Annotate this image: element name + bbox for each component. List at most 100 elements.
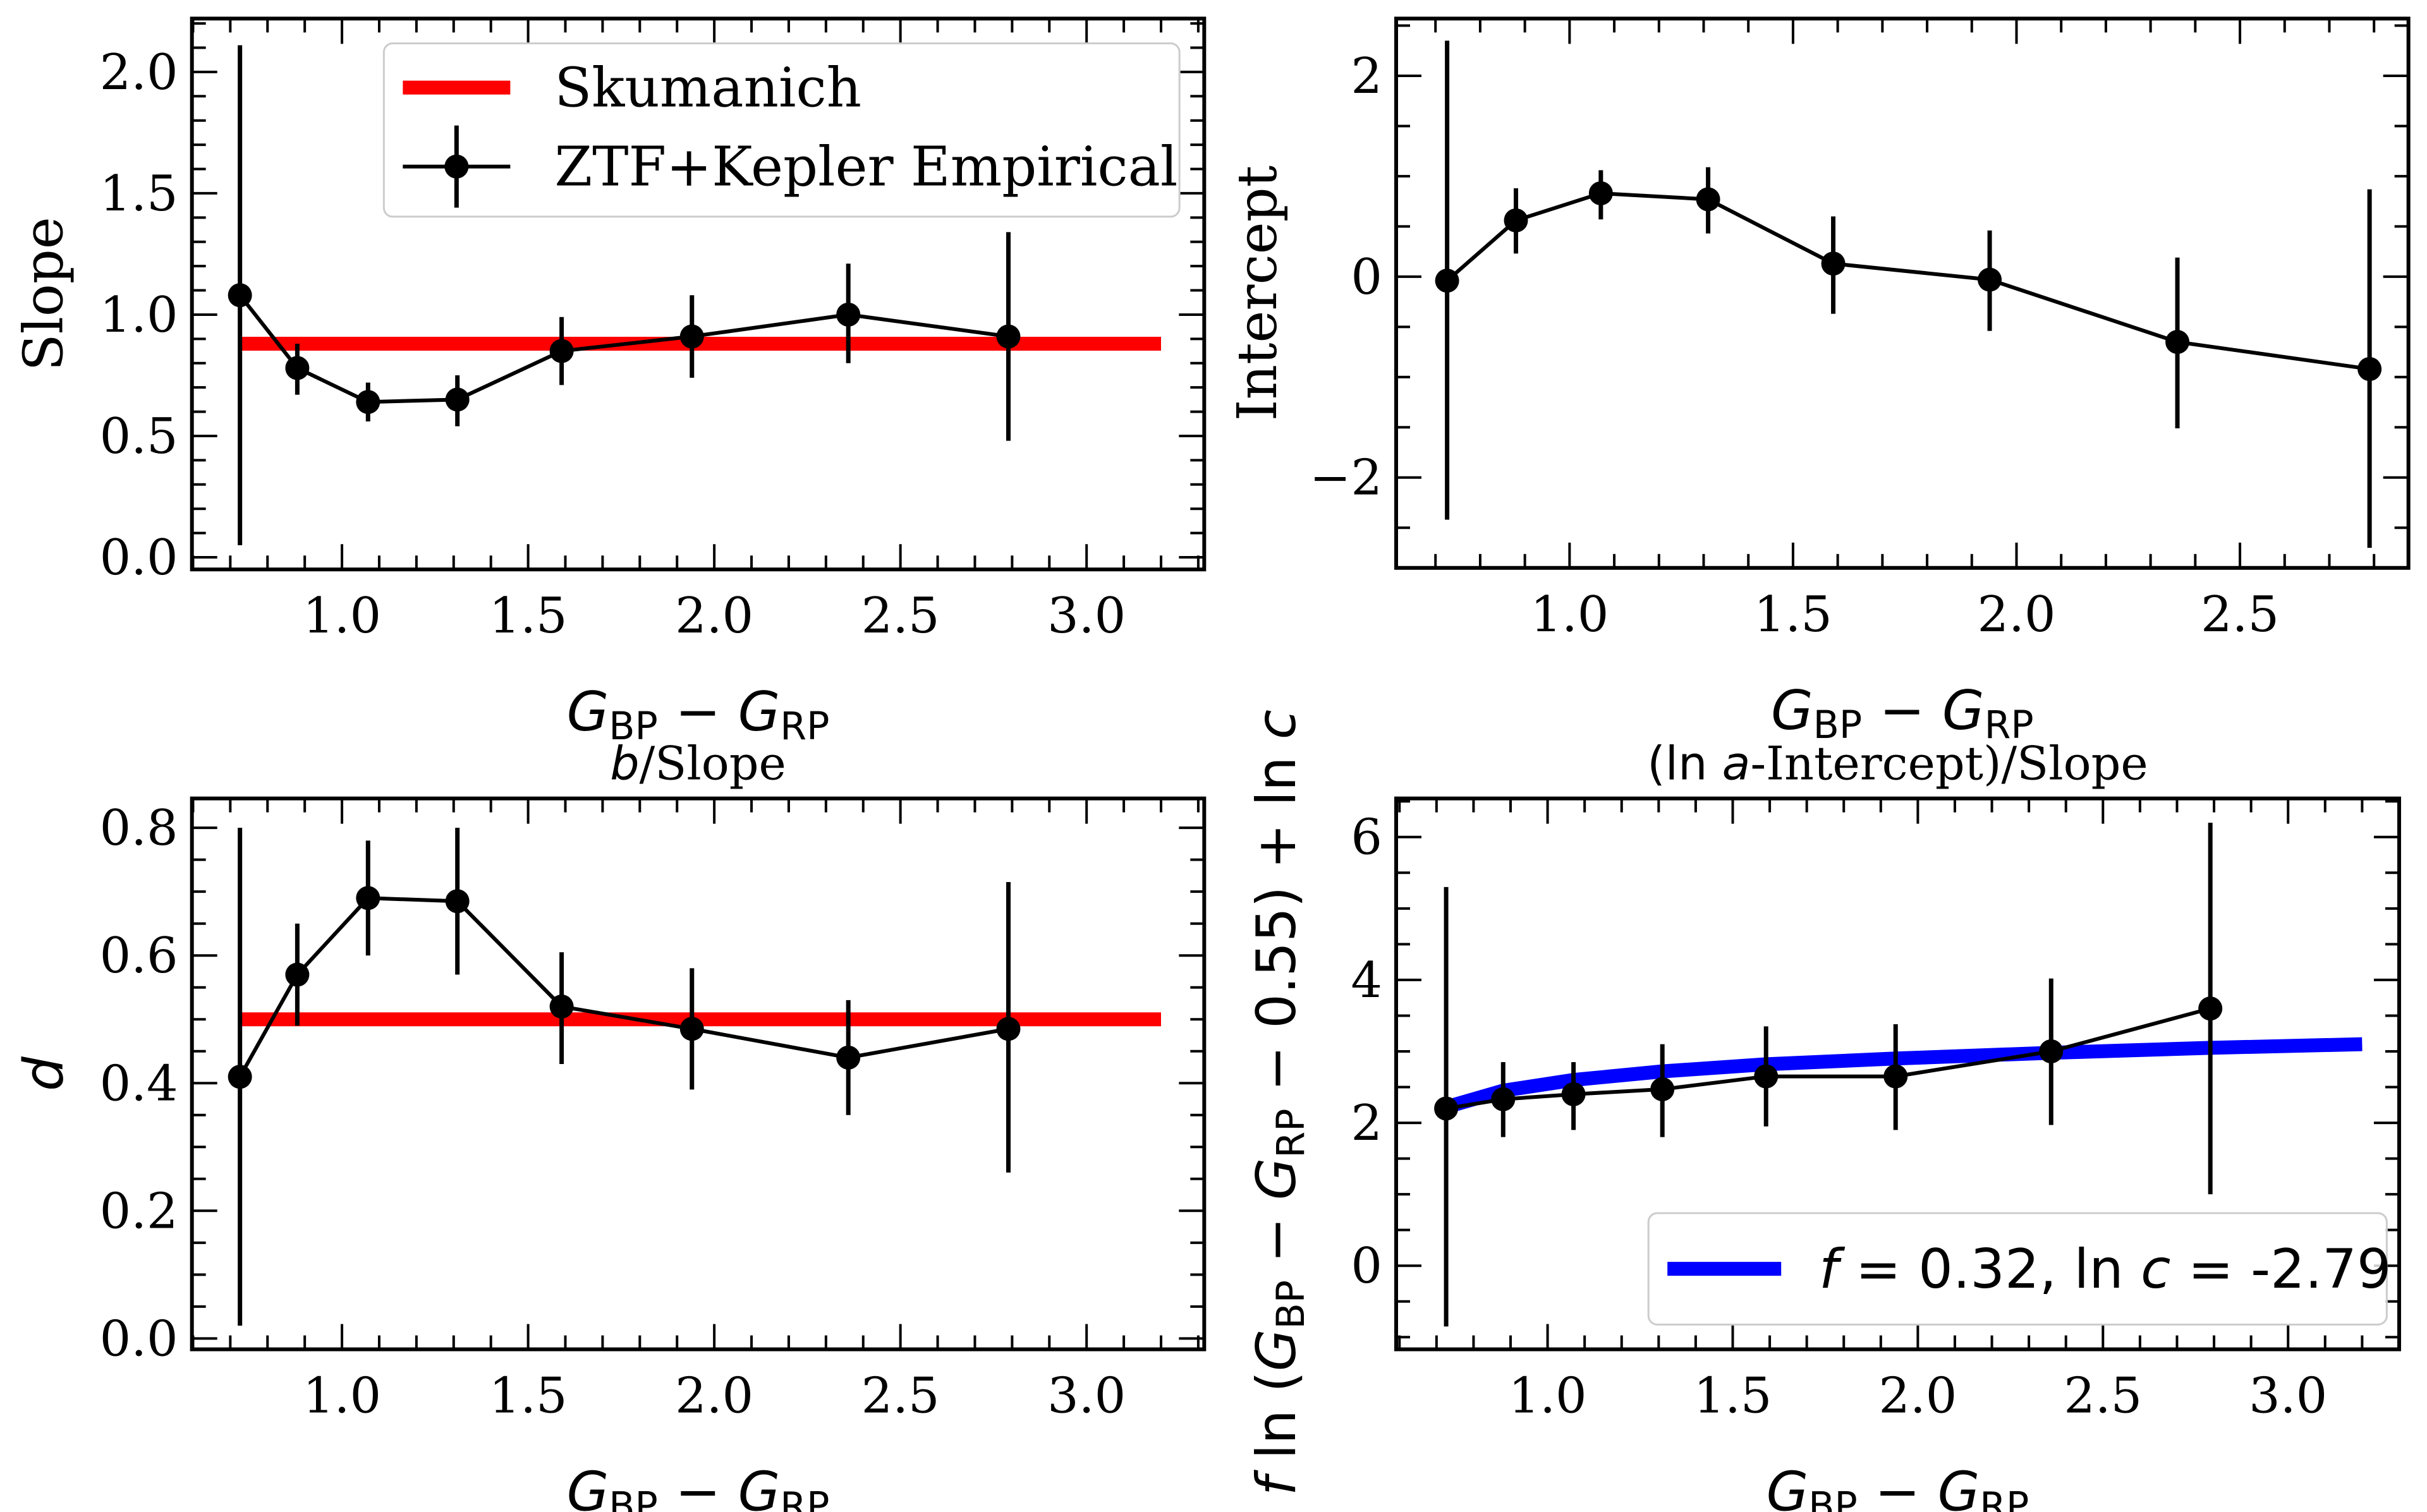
legend: f = 0.32, ln c = -2.79 bbox=[1647, 1212, 2392, 1326]
y-tick-label: 6 bbox=[1351, 809, 1382, 866]
data-point bbox=[1650, 1077, 1675, 1101]
legend: Skumanich ZTF+Kepler Empirical bbox=[382, 42, 1181, 218]
data-point bbox=[1754, 1064, 1779, 1089]
y-tick-label: 1.5 bbox=[100, 166, 178, 222]
legend-label-empirical: ZTF+Kepler Empirical bbox=[554, 136, 1177, 199]
data-point bbox=[285, 962, 310, 987]
x-tick-label: 1.5 bbox=[489, 1368, 568, 1425]
data-point bbox=[285, 356, 310, 380]
empirical-line bbox=[1445, 191, 2370, 372]
y-tick-label: 0.4 bbox=[100, 1055, 178, 1112]
data-point bbox=[445, 889, 470, 914]
y-tick-label: 2.0 bbox=[100, 44, 178, 101]
y-tick-label: 4 bbox=[1351, 952, 1382, 1009]
data-point bbox=[228, 1065, 252, 1089]
x-axis-label: GBP − GRP bbox=[1767, 1461, 2029, 1512]
y-tick-label: 0.8 bbox=[100, 800, 178, 857]
plot-area bbox=[228, 828, 1161, 1326]
data-point bbox=[836, 302, 861, 327]
y-tick-label: 0 bbox=[1351, 1238, 1382, 1295]
y-tick-label: 0.6 bbox=[100, 928, 178, 984]
data-point bbox=[356, 886, 380, 910]
data-point bbox=[1883, 1064, 1908, 1089]
legend-marker bbox=[444, 154, 469, 179]
x-tick-label: 1.5 bbox=[489, 588, 568, 644]
x-tick-label: 1.5 bbox=[1693, 1368, 1772, 1425]
x-tick-label: 2.5 bbox=[2064, 1368, 2142, 1425]
data-point bbox=[1978, 267, 2002, 292]
y-tick-label: 2 bbox=[1351, 1095, 1382, 1152]
axes-frame bbox=[190, 16, 1207, 572]
x-tick-label: 3.0 bbox=[2249, 1368, 2327, 1425]
data-point bbox=[549, 995, 574, 1019]
data-point bbox=[1588, 181, 1613, 205]
data-point bbox=[356, 390, 380, 414]
axes-frame bbox=[190, 796, 1207, 1352]
empirical-line bbox=[238, 896, 1009, 1078]
data-point bbox=[2357, 357, 2382, 382]
data-point bbox=[1561, 1082, 1586, 1106]
x-tick-label: 2.0 bbox=[675, 588, 753, 644]
data-point bbox=[2198, 996, 2223, 1021]
ticks bbox=[192, 18, 1205, 570]
x-tick-label: 2.0 bbox=[1977, 586, 2055, 643]
x-tick-label: 1.0 bbox=[303, 1368, 381, 1425]
data-point bbox=[549, 339, 574, 363]
y-axis-label: d bbox=[13, 1056, 76, 1091]
panel-title: (ln a-Intercept)/Slope bbox=[1647, 737, 2148, 791]
y-tick-label: 1.0 bbox=[100, 287, 178, 344]
y-tick-label: −2 bbox=[1310, 450, 1382, 507]
data-point bbox=[2165, 330, 2190, 354]
y-tick-label: 0.2 bbox=[100, 1183, 178, 1240]
x-tick-label: 3.0 bbox=[1047, 1368, 1126, 1425]
y-tick-label: 0.5 bbox=[100, 408, 178, 465]
legend-frame bbox=[382, 42, 1181, 218]
x-tick-label: 1.0 bbox=[303, 588, 381, 644]
ticks bbox=[192, 798, 1205, 1350]
legend-label-skumanich: Skumanich bbox=[554, 57, 861, 120]
y-tick-label: 0.0 bbox=[100, 529, 178, 586]
y-tick-label: 0.0 bbox=[100, 1310, 178, 1367]
x-tick-label: 2.0 bbox=[675, 1368, 753, 1425]
data-point bbox=[996, 1017, 1021, 1041]
panel-bottom-right: 1.0 1.5 2.0 2.5 3.0 0 2 4 6 GBP − GRP (ln a-Interc… bbox=[1245, 710, 2401, 1512]
data-point bbox=[679, 324, 704, 349]
axes-frame bbox=[1394, 16, 2411, 570]
data-point bbox=[1491, 1087, 1516, 1111]
plot-area bbox=[228, 45, 1161, 545]
ticks bbox=[1396, 18, 2409, 568]
x-tick-label: 1.0 bbox=[1530, 586, 1609, 643]
data-point bbox=[228, 283, 252, 308]
data-point bbox=[996, 324, 1021, 349]
x-tick-label: 2.5 bbox=[861, 1368, 940, 1425]
x-tick-label: 1.5 bbox=[1754, 586, 1832, 643]
y-tick-label: 2 bbox=[1351, 48, 1382, 105]
x-tick-label: 2.5 bbox=[2201, 586, 2279, 643]
data-point bbox=[1696, 187, 1720, 212]
x-tick-label: 2.0 bbox=[1878, 1368, 1957, 1425]
x-tick-label: 2.5 bbox=[861, 588, 940, 644]
ticks bbox=[1396, 798, 2400, 1350]
x-tick-label: 1.0 bbox=[1509, 1368, 1587, 1425]
y-axis-label: f ln (GBP − GRP − 0.55) + ln c bbox=[1245, 710, 1313, 1496]
axes-frame bbox=[1394, 796, 2401, 1352]
legend-label-fit: f = 0.32, ln c = -2.79 bbox=[1819, 1238, 2391, 1301]
plot-area bbox=[1434, 823, 2363, 1327]
data-point bbox=[679, 1017, 704, 1041]
plot-area bbox=[1435, 40, 2382, 548]
x-axis-label: GBP − GRP bbox=[1771, 679, 2034, 747]
y-axis-label: Slope bbox=[13, 217, 76, 371]
x-tick-label: 3.0 bbox=[1047, 588, 1126, 644]
data-point bbox=[2039, 1039, 2064, 1063]
x-axis-label: GBP − GRP bbox=[567, 1461, 830, 1512]
data-point bbox=[1434, 1096, 1459, 1121]
y-axis-label: Intercept bbox=[1226, 166, 1289, 421]
data-point bbox=[445, 387, 470, 412]
x-axis-label: GBP − GRP bbox=[567, 680, 830, 749]
panel-title: b/Slope bbox=[610, 737, 786, 791]
data-point bbox=[1435, 269, 1459, 293]
y-tick-label: 0 bbox=[1351, 249, 1382, 306]
panel-top-right: 1.0 1.5 2.0 2.5 −2 0 2 GBP − GRP Intercept bbox=[1226, 16, 2411, 747]
panel-top-left: 1.0 1.5 2.0 2.5 3.0 0.0 0.5 1.0 1.5 2.0 GBP − GRP S… bbox=[13, 16, 1207, 749]
